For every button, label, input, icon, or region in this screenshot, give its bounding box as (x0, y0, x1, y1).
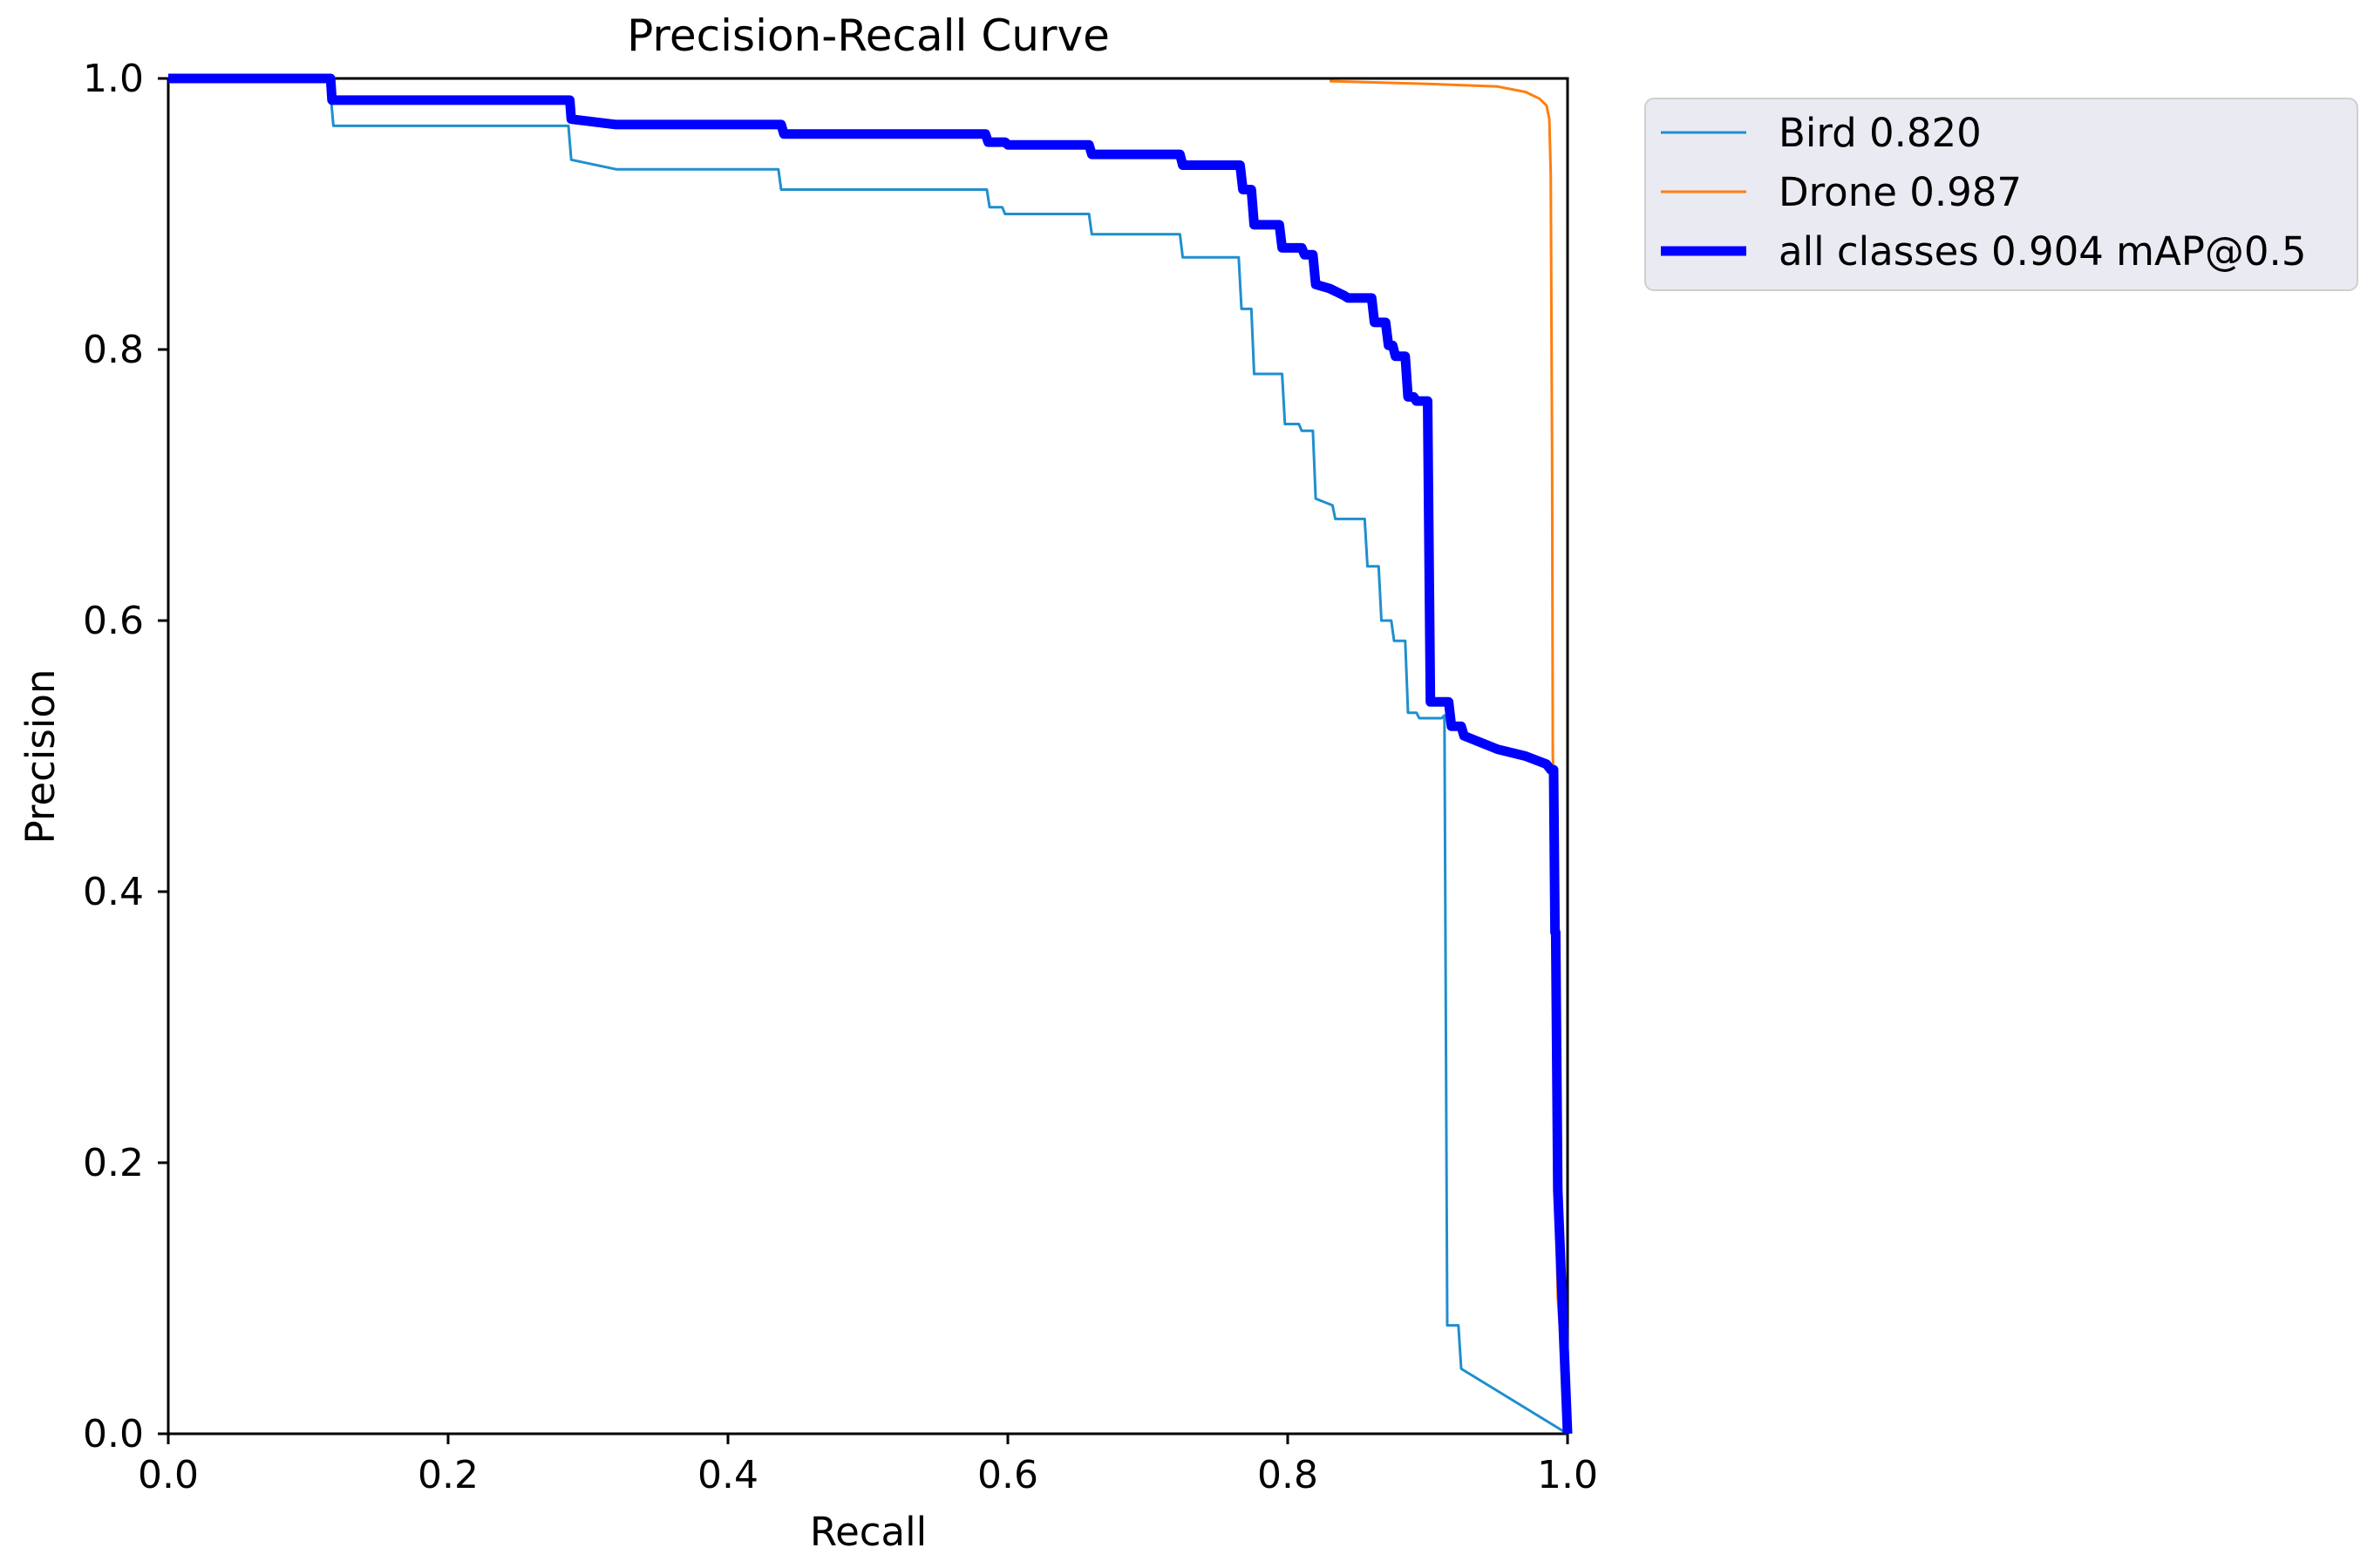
x-tick-label: 0.4 (697, 1453, 758, 1497)
x-tick-label: 0.0 (138, 1453, 199, 1497)
legend-label-drone: Drone 0.987 (1779, 169, 2022, 215)
x-axis-ticks: 0.0 0.2 0.4 0.6 0.8 1.0 (138, 1434, 1598, 1497)
legend-entries: Bird 0.820 Drone 0.987 all classes 0.904 m… (1661, 110, 2306, 275)
chart-title: Precision-Recall Curve (627, 10, 1110, 61)
series-layer (168, 73, 1573, 1436)
y-tick-label: 0.8 (83, 328, 144, 372)
x-tick-label: 0.2 (418, 1453, 479, 1497)
legend-box (1644, 98, 2358, 291)
series-line-all-classes (168, 73, 1573, 1435)
y-tick-label: 1.0 (83, 57, 144, 101)
y-tick-label: 0.4 (83, 870, 144, 914)
series-line-bird (168, 77, 1568, 1436)
x-tick-label: 0.8 (1257, 1453, 1318, 1497)
y-tick-label: 0.6 (83, 599, 144, 643)
plot-frame (167, 77, 1569, 1436)
x-tick-label: 0.6 (977, 1453, 1038, 1497)
y-tick-label: 0.2 (83, 1141, 144, 1185)
y-tick-label: 0.0 (83, 1412, 144, 1456)
legend: Bird 0.820 Drone 0.987 all classes 0.904 m… (1644, 98, 2358, 291)
y-axis-ticks: 0.0 0.2 0.4 0.6 0.8 1.0 (83, 57, 168, 1456)
x-tick-label: 1.0 (1537, 1453, 1598, 1497)
legend-label-bird: Bird 0.820 (1779, 110, 1982, 156)
y-axis-label: Precision (17, 669, 64, 845)
legend-label-all-classes: all classes 0.904 mAP@0.5 (1779, 228, 2306, 275)
x-axis-label: Recall (810, 1509, 927, 1555)
plot-area (167, 73, 1573, 1436)
